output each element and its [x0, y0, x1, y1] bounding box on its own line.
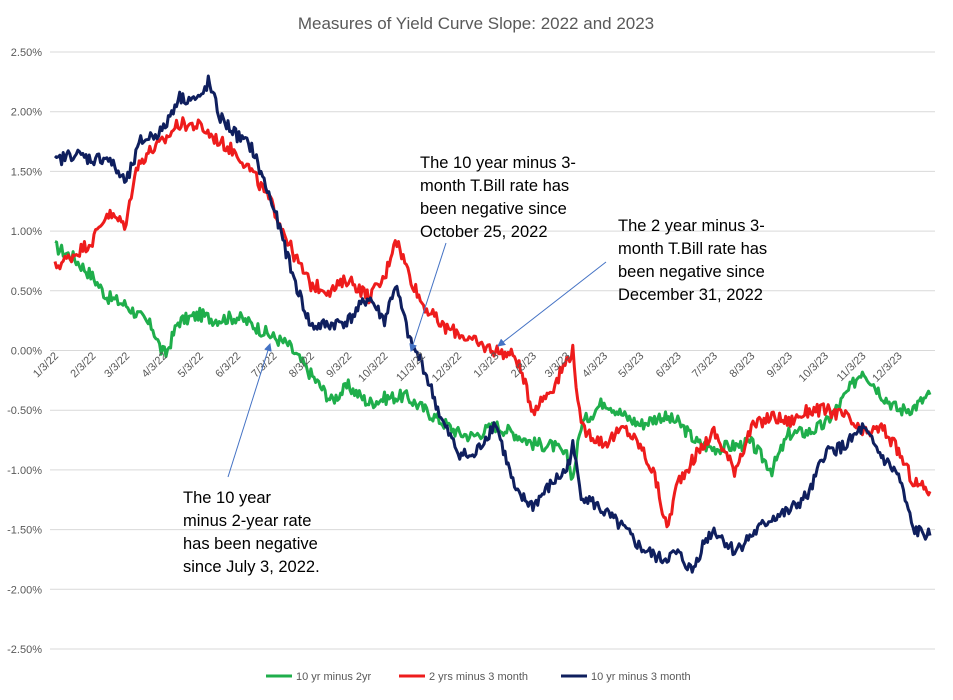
x-tick-label: 12/3/23 — [870, 350, 904, 384]
series-lines — [53, 74, 932, 574]
x-tick-label: 9/3/23 — [765, 350, 795, 380]
x-tick-label: 9/3/22 — [324, 350, 354, 380]
y-tick-label: -0.50% — [7, 405, 42, 417]
x-tick-label: 5/3/23 — [616, 350, 646, 380]
annotation-text-line: The 10 year minus 3- — [420, 154, 576, 172]
annotation-text-line: October 25, 2022 — [420, 223, 548, 241]
legend-label: 10 yr minus 3 month — [591, 671, 691, 683]
y-tick-label: 0.00% — [11, 346, 42, 358]
y-tick-label: -2.50% — [7, 644, 42, 656]
y-tick-label: 1.00% — [11, 226, 42, 238]
x-tick-label: 2/3/22 — [68, 350, 98, 380]
y-tick-label: 2.50% — [11, 47, 42, 59]
x-tick-label: 10/3/22 — [356, 350, 390, 384]
annotation-text-line: been negative since — [420, 200, 567, 218]
chart-title: Measures of Yield Curve Slope: 2022 and … — [298, 14, 654, 33]
x-tick-label: 10/3/23 — [797, 350, 831, 384]
legend-label: 2 yrs minus 3 month — [429, 671, 528, 683]
y-tick-label: 0.50% — [11, 286, 42, 298]
y-tick-label: -2.00% — [7, 584, 42, 596]
annotation-text-line: minus 2-year rate — [183, 512, 311, 530]
annotation-text-line: December 31, 2022 — [618, 286, 763, 304]
annotation-arrow — [497, 261, 607, 347]
annotation-text-line: The 10 year — [183, 489, 272, 507]
annotation-text-line: month T.Bill rate has — [420, 177, 569, 195]
x-tick-label: 1/3/23 — [472, 350, 502, 380]
annotation-text-line: month T.Bill rate has — [618, 240, 767, 258]
annotation-arrow — [227, 343, 272, 478]
series-line-3 — [53, 74, 932, 574]
series-line-1 — [54, 240, 932, 481]
x-tick-label: 7/3/22 — [249, 350, 279, 380]
legend-label: 10 yr minus 2yr — [296, 671, 372, 683]
annotation-arrow — [409, 242, 447, 352]
x-tick-label: 4/3/22 — [140, 350, 170, 380]
x-tick-label: 7/3/23 — [690, 350, 720, 380]
y-axis-tick-labels: 2.50% 2.00% 1.50% 1.00% 0.50% 0.00% -0.50% -1.0… — [7, 47, 42, 656]
annotation-text-line: since July 3, 2022. — [183, 558, 320, 576]
x-tick-label: 6/3/22 — [213, 350, 243, 380]
annotations: The 10 year minus 3- month T.Bill rate ha… — [183, 154, 767, 576]
legend: 10 yr minus 2yr 2 yrs minus 3 month 10 yr … — [266, 671, 691, 683]
annotation-text-line: been negative since — [618, 263, 765, 281]
annotation-text-line: The 2 year minus 3- — [618, 217, 765, 235]
x-axis-tick-labels: 1/3/22 2/3/22 3/3/22 4/3/22 5/3/22 6/3/22 7/3/… — [31, 350, 905, 384]
x-tick-label: 6/3/23 — [654, 350, 684, 380]
annotation-text-line: has been negative — [183, 535, 318, 553]
y-tick-label: 2.00% — [11, 107, 42, 119]
y-tick-label: 1.50% — [11, 166, 42, 178]
series-line-2 — [53, 116, 932, 529]
x-tick-label: 8/3/23 — [727, 350, 757, 380]
y-tick-label: -1.00% — [7, 465, 42, 477]
x-tick-label: 4/3/23 — [580, 350, 610, 380]
y-tick-label: -1.50% — [7, 525, 42, 537]
x-tick-label: 3/3/22 — [102, 350, 132, 380]
x-tick-label: 12/3/22 — [430, 350, 464, 384]
x-tick-label: 5/3/22 — [176, 350, 206, 380]
